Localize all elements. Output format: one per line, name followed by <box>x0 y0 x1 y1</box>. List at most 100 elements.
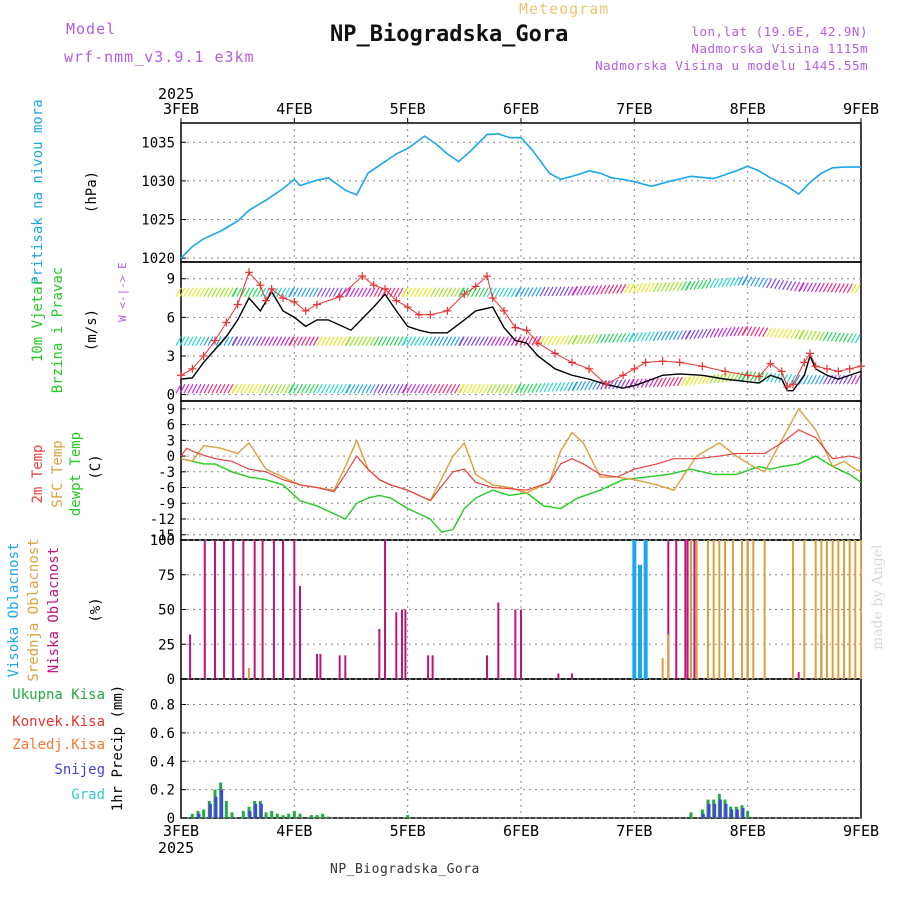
wind-barb-mark <box>240 336 247 346</box>
wind-gust-marker <box>641 358 650 367</box>
wind-barb-mark <box>660 377 667 387</box>
wind-gust-marker <box>233 300 242 309</box>
wind-barb-mark <box>531 383 538 393</box>
wind-barb-mark <box>830 374 837 385</box>
wind-barb-mark <box>244 383 251 394</box>
wind-barb-mark <box>328 383 335 394</box>
wind-barb-mark <box>410 336 417 346</box>
wind-gust-marker <box>500 306 508 315</box>
wind-barb-mark <box>482 383 489 394</box>
wind-barb-mark <box>264 383 271 394</box>
wind-barb-mark <box>834 332 841 342</box>
precip-bar <box>220 789 224 818</box>
temp-ylabel: (C) <box>88 454 104 479</box>
wind-barb-mark <box>563 286 570 296</box>
wind-barb-mark <box>345 383 352 394</box>
wind-barb-mark <box>559 286 566 297</box>
wind-barb-mark <box>834 283 841 293</box>
wind-barb-mark <box>426 287 433 298</box>
x-tick-label-bottom: 8FEB <box>730 822 766 840</box>
cloud-bar <box>293 540 296 679</box>
wind-barb-mark <box>430 336 437 346</box>
wind-barb-mark <box>689 329 696 340</box>
wind-barb-mark <box>248 383 255 394</box>
wind-barb-mark <box>357 383 364 394</box>
cloud-bar <box>632 540 637 679</box>
wind-barb-mark <box>838 332 845 343</box>
wind-gust-marker <box>534 339 542 348</box>
wind-barb-mark <box>260 336 267 346</box>
wind-barb-mark <box>510 383 517 394</box>
wind-barb-mark <box>798 282 805 292</box>
wind-barb-mark <box>316 383 323 394</box>
wind-barb-mark <box>506 383 513 394</box>
wind-barb-mark <box>442 383 449 394</box>
wind-barb-mark <box>414 336 421 346</box>
wind-gust-marker <box>443 306 452 315</box>
wind-barb-mark <box>304 287 311 298</box>
wind-gust-marker <box>800 358 809 367</box>
wind-gust-marker <box>675 358 684 367</box>
precip-bar <box>230 812 234 818</box>
cloud-bar <box>724 540 726 679</box>
wind-barb-mark <box>519 383 526 394</box>
wind-barb-mark <box>280 287 287 298</box>
cloud-bar <box>675 540 678 679</box>
wind-barb-mark <box>636 283 643 293</box>
wind-barb-mark <box>850 283 857 294</box>
precip-legend-4: Grad <box>71 787 105 803</box>
cloud-bar <box>638 565 642 679</box>
cloud-bar <box>661 658 664 679</box>
wind-barb-mark <box>701 328 708 339</box>
cloud-bar <box>338 655 341 679</box>
wind-barb-mark <box>624 379 631 389</box>
wind-barb-mark <box>244 287 251 298</box>
sfc-temp-line <box>180 407 862 502</box>
wind-barb-mark <box>818 331 825 341</box>
wind-barb-mark <box>332 383 339 394</box>
y-tick-label: -15 <box>150 528 175 544</box>
cloud-bar <box>690 540 692 679</box>
cloud-bar <box>282 540 284 679</box>
wind-barb-mark <box>758 277 765 288</box>
wind-barb-mark <box>312 287 319 298</box>
wind-barb-mark <box>685 329 692 340</box>
wind-barb-mark <box>746 326 753 336</box>
panel-frame-4 <box>180 678 862 819</box>
model-elevation-label: Nadmorska Visina u modelu 1445.55m <box>595 58 868 73</box>
low-cloud-legend: Niska Oblacnost <box>46 547 62 673</box>
wind-barb-mark <box>187 383 194 394</box>
wind-barb-mark <box>842 374 849 385</box>
x-tick-label-bottom: 6FEB <box>503 822 539 840</box>
wind-barb-mark <box>389 383 396 394</box>
wind-barb-mark <box>664 281 671 292</box>
station-title: NP_Biogradska_Gora <box>330 22 569 47</box>
wind-barb-mark <box>842 332 849 343</box>
wind-barb-mark <box>721 372 728 383</box>
wind-barb-mark <box>276 383 283 394</box>
wind-gust-marker <box>658 357 667 366</box>
cloud-bar <box>253 540 256 679</box>
wind-gust-marker <box>811 362 820 371</box>
wind-barb-mark <box>365 287 372 298</box>
wind-barb-mark <box>328 287 335 298</box>
precip-bar <box>315 815 319 818</box>
wind-gust-marker <box>460 290 469 299</box>
wind-gust-marker <box>766 359 775 368</box>
wind-barb-mark <box>794 374 801 385</box>
wind-barb-mark <box>628 332 635 343</box>
wind-barb-mark <box>685 376 692 386</box>
wind-barb-mark <box>446 383 453 394</box>
dewpoint-legend: dewpt Temp <box>68 432 84 516</box>
x-tick-label-bottom: 5FEB <box>390 822 426 840</box>
y-tick-label: -9 <box>158 496 175 512</box>
wind-barb-mark <box>385 336 392 346</box>
cloud-bar <box>712 540 715 679</box>
wind-barb-mark <box>624 283 631 294</box>
wind-barb-mark <box>624 332 631 343</box>
wind-barb-mark <box>175 287 182 298</box>
wind-barb-mark <box>462 336 469 346</box>
wind-barb-mark <box>693 375 700 386</box>
wind-barb-mark <box>474 287 481 298</box>
wind-barb-mark <box>664 377 671 387</box>
